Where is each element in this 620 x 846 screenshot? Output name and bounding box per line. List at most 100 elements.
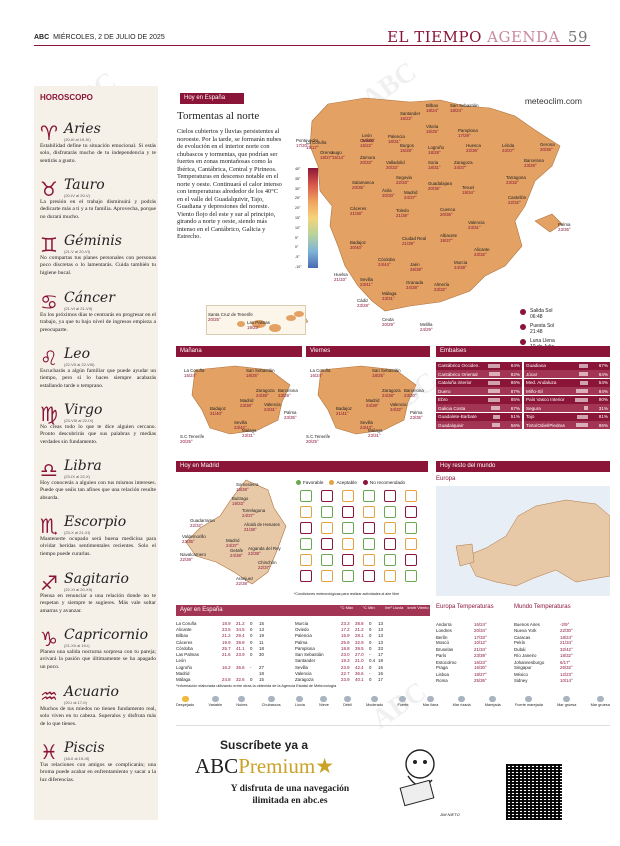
temp-value: 21/34° — [560, 640, 573, 645]
city-name: París — [436, 652, 447, 658]
ad-brand[interactable]: ABCPremium★ — [195, 754, 334, 779]
city-label: Torrelaguna 24/37° — [242, 508, 265, 518]
city-temp: 23/31° — [242, 433, 255, 438]
wind-sea-14-icon — [596, 696, 604, 702]
yesterday-row: Murcia 23.3 38.8 0 13 — [295, 620, 430, 626]
city-label: Bilbao 18/24° — [426, 103, 439, 113]
legend-item: Favorable — [296, 480, 323, 486]
activity-icon — [321, 522, 333, 534]
city-temp: 18/28° — [428, 150, 441, 155]
reservoir-fill — [490, 406, 500, 411]
reservoir-row: Segura 31% — [524, 404, 610, 413]
legend-item: Aceptable — [329, 480, 357, 486]
city-name: Lugo — [332, 150, 342, 155]
reservoir-name: Guadiana — [526, 363, 546, 369]
max-temp: 23.3 — [341, 620, 350, 626]
city-name: Roma — [436, 677, 448, 683]
yesterday-row: Madrid 18 — [176, 670, 294, 676]
reservoir-name: Júcar — [526, 371, 538, 377]
wind: 33 — [378, 645, 383, 651]
max-temp: 16.2 — [222, 664, 231, 670]
city-name: Oviedo — [295, 626, 309, 632]
header-date: MIÉRCOLES, 2 DE JULIO DE 2025 — [53, 34, 165, 41]
legend-item: No recomendado — [362, 480, 405, 486]
max-temp: 23.9 — [341, 664, 350, 670]
city-name: Valencia — [390, 402, 407, 407]
activity-icon — [405, 554, 417, 566]
source-label: meteoclim.com — [524, 96, 582, 106]
temp-value: 18/24° — [560, 634, 573, 640]
reservoir-row: Galicia Costa 67% — [436, 404, 522, 413]
city-temp: 23/35° — [284, 415, 297, 420]
city-label: Palma 23/35° — [558, 222, 571, 232]
city-name: Palencia — [295, 633, 312, 639]
sign-text: Estabilidad define tu situación emociona… — [40, 143, 156, 164]
city-label: Palma 23/35° — [410, 410, 423, 420]
city-name: San Sebastián — [372, 368, 401, 373]
reservoir-value: 31% — [598, 405, 608, 411]
city-label: S.C.Tenerife 20/25° — [180, 434, 204, 444]
city-name: Estocolmo — [436, 659, 457, 665]
reservoir-fill — [576, 389, 588, 394]
yesterday-left-table: La Coruña 18.9 21.2 0 15 Alicante 23.5 34.5 0 13 B… — [176, 620, 294, 683]
city-name: Huelva — [334, 272, 348, 277]
city-name: Pontevedra — [296, 138, 319, 143]
city-name: Córdoba — [378, 257, 395, 262]
reservoir-name: Galicia Costa — [438, 405, 466, 411]
city-name: Alicante — [474, 247, 490, 252]
sign-name: Géminis — [64, 233, 122, 249]
reservoir-value: 86% — [598, 422, 608, 428]
yesterday-row: Oviedo 17.2 21.2 0 13 — [295, 626, 430, 632]
reservoir-fill — [492, 414, 500, 419]
city-label: Getafe 24/38° — [230, 548, 243, 558]
city-name: Berlín — [436, 634, 448, 640]
scale-tick: -10° — [295, 265, 302, 269]
city-name: León — [362, 133, 372, 138]
activity-icon — [300, 570, 312, 582]
reservoirs-left: Cantábrico Occiden. 84% Cantábrico Orienta… — [436, 362, 522, 430]
weather-legend-item: Nubes — [236, 696, 247, 707]
rain: 0 — [250, 633, 253, 639]
city-name: Madrid — [240, 398, 254, 403]
activity-icon — [300, 490, 312, 502]
city-temp: 21/39° — [396, 213, 409, 218]
city-label: Chinchón 22/37° — [258, 560, 277, 570]
sun-icon — [520, 324, 526, 330]
activity-icon — [384, 554, 396, 566]
activity-icon — [405, 506, 417, 518]
reservoir-name: Duero — [438, 388, 451, 394]
reservoir-row: Cantábrico Occiden. 84% — [436, 362, 522, 370]
reservoir-fill — [576, 414, 588, 419]
city-temp: 24/43° — [360, 425, 373, 430]
city-name: Madrid — [176, 671, 190, 677]
reservoir-row: País Vasco Interior 90% — [524, 395, 610, 404]
city-label: San Sebastián 18/24° — [450, 103, 479, 113]
city-temp: 17/29° — [458, 133, 471, 138]
yesterday-headers: °C Máx °C Mín l/m² Lluvia km/h Viento — [340, 605, 430, 610]
temperature-scale — [308, 168, 318, 268]
city-temp: 22/33° — [396, 180, 409, 185]
city-temp: 22/32° — [190, 523, 203, 528]
city-temp: 20/40° — [350, 245, 363, 250]
qr-code[interactable] — [506, 764, 562, 820]
yesterday-row: Alicante 23.5 34.5 0 13 — [176, 626, 294, 632]
activity-icon — [321, 490, 333, 502]
rain: 0 — [250, 645, 253, 651]
reservoirs-right: Guadiana 67% Júcar 64% Med. Andaluza 54% Miño-… — [524, 362, 610, 430]
reservoir-value: 67% — [510, 405, 520, 411]
city-name: Málaga — [382, 291, 397, 296]
city-temp: 23/37° — [502, 148, 515, 153]
min-temp: 34.5 — [236, 626, 245, 632]
city-temp: 18/25° — [372, 373, 385, 378]
city-label: Las Palmas 19/23° — [247, 320, 270, 330]
reservoir-fill — [579, 372, 588, 377]
city-temp: 17/20° — [296, 143, 309, 148]
temp-row: Lisboa 18/27° Roma 25/36° — [436, 672, 512, 683]
city-name: Somosierra — [236, 482, 259, 487]
city-name: Moscú — [436, 640, 449, 645]
city-label: Melilla 24/29° — [420, 322, 433, 332]
city-label: Jaén 26/39° — [410, 262, 423, 272]
city-temp: 23/31° — [368, 433, 381, 438]
yesterday-row: Zaragoza 23.9 40.1 0 17 — [295, 677, 430, 683]
activity-icon — [300, 522, 312, 534]
